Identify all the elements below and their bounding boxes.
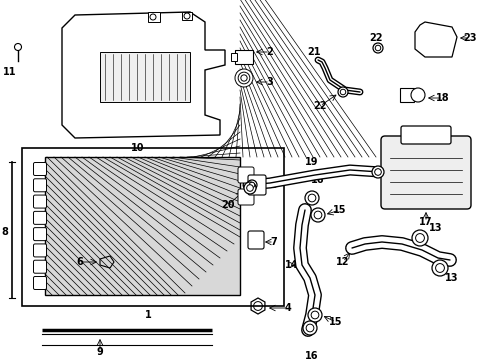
Text: 20: 20 <box>407 183 421 193</box>
FancyBboxPatch shape <box>238 189 253 205</box>
FancyBboxPatch shape <box>247 231 264 249</box>
FancyBboxPatch shape <box>34 195 46 208</box>
FancyBboxPatch shape <box>34 244 46 257</box>
Circle shape <box>235 69 252 87</box>
FancyBboxPatch shape <box>34 276 46 289</box>
Text: 20: 20 <box>221 200 234 210</box>
Text: 19: 19 <box>305 157 318 167</box>
FancyBboxPatch shape <box>34 179 46 192</box>
Circle shape <box>313 211 321 219</box>
Circle shape <box>374 45 380 51</box>
Circle shape <box>305 324 313 332</box>
Circle shape <box>183 13 190 19</box>
Circle shape <box>372 43 382 53</box>
Text: 1: 1 <box>144 310 151 320</box>
Text: 12: 12 <box>336 257 349 267</box>
Text: 9: 9 <box>97 347 103 357</box>
Text: 3: 3 <box>266 77 273 87</box>
Bar <box>100 52 190 102</box>
Text: 4: 4 <box>284 303 291 313</box>
Bar <box>399 88 413 102</box>
Circle shape <box>238 72 249 84</box>
FancyBboxPatch shape <box>380 136 470 209</box>
Text: 13: 13 <box>428 223 442 233</box>
Circle shape <box>310 208 325 222</box>
Text: 7: 7 <box>270 237 277 247</box>
Circle shape <box>431 260 447 276</box>
Circle shape <box>310 311 318 319</box>
Bar <box>182 12 192 20</box>
FancyBboxPatch shape <box>34 260 46 273</box>
Text: 11: 11 <box>3 67 17 77</box>
FancyBboxPatch shape <box>34 162 46 175</box>
Text: 14: 14 <box>285 260 298 270</box>
Bar <box>22 148 284 306</box>
Circle shape <box>435 264 444 273</box>
Circle shape <box>374 169 380 175</box>
Circle shape <box>246 185 253 191</box>
FancyBboxPatch shape <box>238 167 253 183</box>
Circle shape <box>244 182 256 194</box>
Text: 22: 22 <box>313 101 326 111</box>
Circle shape <box>340 89 345 95</box>
Circle shape <box>374 169 381 175</box>
Circle shape <box>150 14 156 20</box>
Circle shape <box>372 167 382 177</box>
FancyBboxPatch shape <box>34 228 46 240</box>
Text: 13: 13 <box>445 273 458 283</box>
Circle shape <box>307 308 321 322</box>
FancyBboxPatch shape <box>247 175 265 195</box>
Circle shape <box>307 194 315 202</box>
Bar <box>230 53 237 61</box>
Text: 16: 16 <box>305 351 318 360</box>
Text: 18: 18 <box>435 93 449 103</box>
Circle shape <box>15 44 21 50</box>
Text: 15: 15 <box>332 205 346 215</box>
Bar <box>235 50 252 64</box>
Circle shape <box>337 87 347 97</box>
Circle shape <box>371 166 383 178</box>
Circle shape <box>303 321 316 335</box>
Text: 15: 15 <box>328 317 342 327</box>
Circle shape <box>246 180 257 190</box>
Circle shape <box>241 75 246 81</box>
Circle shape <box>411 230 427 246</box>
Text: 23: 23 <box>462 33 476 43</box>
Bar <box>45 157 240 295</box>
Circle shape <box>415 234 424 242</box>
Text: 2: 2 <box>266 47 273 57</box>
FancyBboxPatch shape <box>400 126 450 144</box>
Text: 16: 16 <box>311 175 324 185</box>
Text: 10: 10 <box>131 143 144 153</box>
Text: 6: 6 <box>77 257 83 267</box>
Circle shape <box>410 88 424 102</box>
Text: 21: 21 <box>306 47 320 57</box>
Text: 5: 5 <box>270 180 277 190</box>
Text: 22: 22 <box>368 33 382 43</box>
Text: 17: 17 <box>418 217 432 227</box>
Circle shape <box>305 191 318 205</box>
FancyBboxPatch shape <box>34 211 46 224</box>
Text: 8: 8 <box>1 227 8 237</box>
Bar <box>148 12 160 22</box>
Circle shape <box>249 182 254 188</box>
